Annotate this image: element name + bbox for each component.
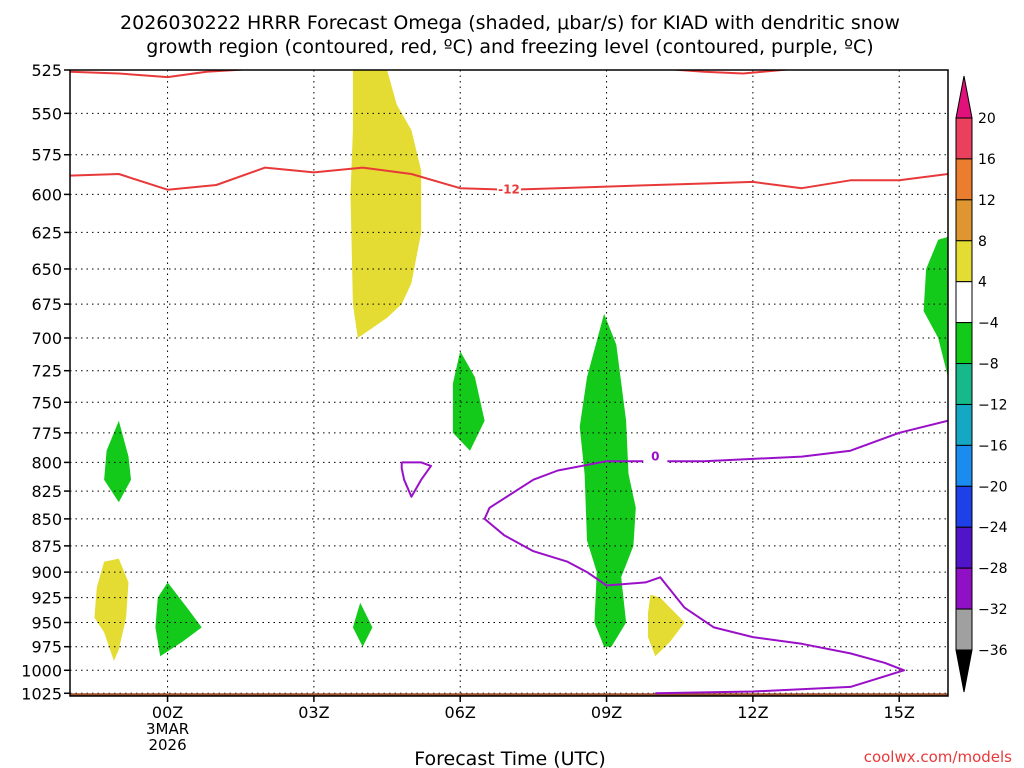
y-tick-label-875: 875 [31,537,62,556]
y-tick-label-925: 925 [31,589,62,608]
y-tick-label-525: 525 [31,61,62,80]
colorbar-label-2: 12 [978,193,996,209]
y-tick-label-1000: 1000 [21,661,62,680]
chart-title-line-2: growth region (contoured, red, ºC) and f… [146,36,873,58]
colorbar-segment-5 [955,322,973,365]
colorbar-segment-6 [955,363,973,405]
x-tick-label-06Z: 06Z [445,703,476,722]
y-tick-label-950: 950 [31,613,62,632]
colorbar-segment-2 [955,199,973,242]
y-tick-label-1025: 1025 [21,684,62,703]
colorbar-label-1: 16 [978,152,996,168]
credit-label: coolwx.com/models [864,748,1012,766]
contour-label-3: 0 [651,450,659,464]
y-tick-label-650: 650 [31,260,62,279]
colorbar-segment-9 [955,485,973,528]
x-date-label-1: 2026 [148,736,186,754]
omega-region-7 [579,313,636,647]
omega-region-8 [923,236,948,378]
x-tick-label-03Z: 03Z [298,703,329,722]
y-tick-label-725: 725 [31,362,62,381]
colorbar-segment-1 [955,158,973,201]
y-tick-label-550: 550 [31,104,62,123]
y-tick-label-625: 625 [31,223,62,242]
y-tick-label-750: 750 [31,393,62,412]
colorbar-top-arrow [955,75,973,119]
omega-region-5 [352,602,373,647]
colorbar-label-11: −28 [978,561,1008,577]
y-tick-label-975: 975 [31,638,62,657]
x-tick-label-12Z: 12Z [737,703,768,722]
x-tick-label-09Z: 09Z [591,703,622,722]
x-axis-title: Forecast Time (UTC) [414,748,605,768]
y-tick-label-825: 825 [31,482,62,501]
y-tick-label-850: 850 [31,510,62,529]
colorbar-segment-7 [955,403,973,446]
omega-region-1 [94,558,129,661]
y-tick-label-675: 675 [31,295,62,314]
colorbar-label-12: −32 [978,602,1008,618]
y-tick-label-800: 800 [31,453,62,472]
x-tick-label-00Z: 00Z [152,703,183,722]
contour-label-bg-0 [497,182,521,197]
colorbar-bottom-arrow [955,649,973,693]
colorbar-segment-12 [955,608,973,651]
contour-label-bg-3 [643,449,668,464]
y-tick-label-775: 775 [31,424,62,443]
omega-region-6 [452,351,485,451]
colorbar-label-0: 20 [978,111,996,127]
colorbar-label-13: −36 [978,643,1008,659]
colorbar-label-7: −12 [978,397,1008,413]
chart-title-line-1: 2026030222 HRRR Forecast Omega (shaded, … [120,12,900,34]
colorbar-label-10: −24 [978,520,1008,536]
plot-frame [69,69,949,697]
colorbar-segment-3 [955,240,973,283]
y-tick-label-600: 600 [31,185,62,204]
colorbar-label-6: −8 [978,357,999,373]
colorbar-label-9: −20 [978,479,1008,495]
omega-region-3 [104,420,131,503]
y-tick-label-575: 575 [31,146,62,165]
omega-region-4 [155,582,202,657]
colorbar-label-3: 8 [978,234,987,250]
plot-area: -12 0 [70,70,948,696]
colorbar-segment-4 [955,281,973,324]
colorbar-segment-0 [955,117,973,160]
x-tick-label-15Z: 15Z [884,703,915,722]
omega-region-2 [648,594,685,657]
colorbar-segment-11 [955,567,973,610]
omega-region-0 [350,70,422,338]
x-date-label-0: 3MAR [146,720,189,738]
contour-3 [483,419,948,695]
contour-4 [400,461,432,498]
colorbar-segment-10 [955,526,973,569]
colorbar-label-5: −4 [978,316,999,332]
y-tick-label-700: 700 [31,329,62,348]
colorbar-segment-8 [955,444,973,487]
ground-strip [70,693,948,696]
plot-background [70,70,948,696]
y-tick-label-900: 900 [31,563,62,582]
contour-label-0: -12 [498,183,520,197]
colorbar-label-8: −16 [978,438,1008,454]
colorbar-label-4: 4 [978,275,987,291]
